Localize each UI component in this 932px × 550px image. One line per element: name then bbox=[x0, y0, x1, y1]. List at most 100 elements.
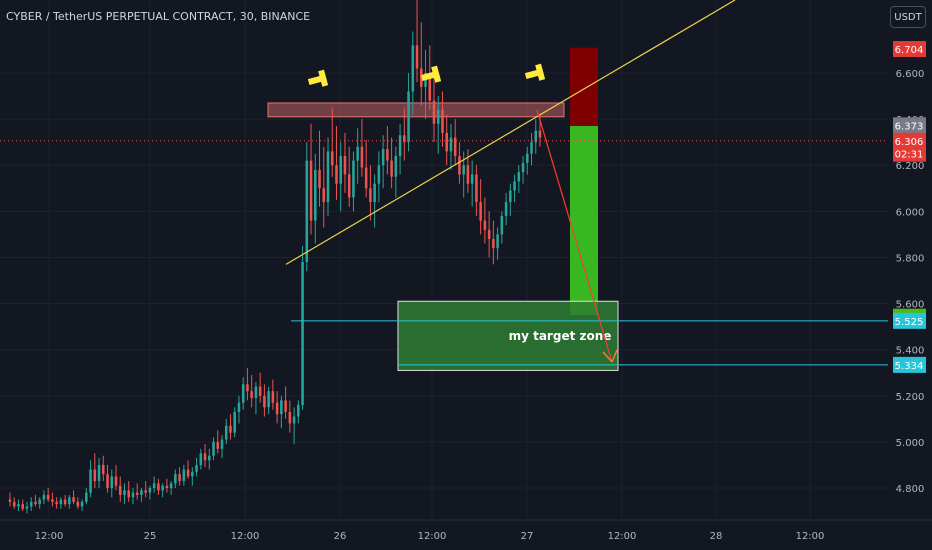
candle-body bbox=[59, 499, 63, 505]
shoulder-marker bbox=[307, 69, 329, 87]
candle-body bbox=[394, 156, 398, 177]
price-tag-label: 6.306 bbox=[895, 137, 924, 148]
candle-body bbox=[165, 485, 169, 488]
candle-body bbox=[356, 146, 359, 161]
candle-body bbox=[475, 174, 478, 203]
candle-body bbox=[237, 402, 241, 412]
candle-body bbox=[182, 469, 186, 482]
candle-body bbox=[407, 91, 410, 143]
candle-body bbox=[436, 109, 440, 124]
candle-body bbox=[301, 262, 304, 405]
candle-body bbox=[93, 469, 97, 482]
candle-body bbox=[369, 188, 372, 203]
currency-button[interactable]: USDT bbox=[890, 6, 926, 28]
candle-body bbox=[534, 130, 538, 143]
candle-body bbox=[513, 181, 516, 191]
candle-body bbox=[131, 492, 135, 498]
chart-grid bbox=[0, 0, 888, 520]
target-zone-label: my target zone bbox=[509, 329, 612, 343]
candle-body bbox=[530, 142, 533, 154]
candle-body bbox=[398, 135, 402, 156]
shoulder-marker bbox=[420, 65, 442, 83]
time-tick-label: 12:00 bbox=[35, 531, 64, 542]
candle-body bbox=[254, 386, 258, 399]
candle-body bbox=[8, 499, 12, 502]
candle-body bbox=[114, 476, 118, 486]
candle-body bbox=[42, 494, 46, 500]
candle-body bbox=[203, 453, 207, 461]
price-tick-label: 6.200 bbox=[896, 161, 925, 172]
candle-body bbox=[470, 174, 474, 184]
candle-body bbox=[97, 464, 101, 482]
candle-body bbox=[330, 151, 334, 166]
candle-body bbox=[25, 506, 29, 509]
candle-body bbox=[420, 68, 423, 87]
candle-body bbox=[191, 471, 194, 477]
price-tick-label: 4.800 bbox=[896, 484, 925, 495]
candle-body bbox=[148, 488, 152, 493]
candle-body bbox=[428, 73, 432, 101]
shoulder-marker bbox=[524, 63, 546, 81]
time-tick-label: 12:00 bbox=[796, 531, 825, 542]
candle-body bbox=[521, 162, 525, 173]
arrow-head bbox=[602, 349, 618, 363]
candle-body bbox=[284, 400, 287, 412]
candle-body bbox=[250, 391, 253, 399]
price-tick-label: 6.000 bbox=[896, 207, 925, 218]
candle-body bbox=[233, 411, 236, 433]
candle-body bbox=[258, 386, 262, 396]
price-tick-label: 5.400 bbox=[896, 346, 925, 357]
candle-body bbox=[381, 149, 385, 166]
candle-body bbox=[373, 183, 376, 203]
candle-body bbox=[504, 202, 508, 216]
candle-body bbox=[339, 156, 342, 184]
candle-body bbox=[377, 165, 381, 184]
candle-body bbox=[432, 100, 436, 124]
candle-body bbox=[492, 239, 495, 249]
price-tick-label: 5.200 bbox=[896, 392, 925, 403]
candle-body bbox=[246, 384, 249, 392]
candle-body bbox=[288, 411, 292, 424]
candle-body bbox=[80, 501, 84, 507]
candle-body bbox=[309, 160, 313, 221]
candle-body bbox=[55, 501, 58, 505]
candle-body bbox=[17, 504, 20, 507]
candle-body bbox=[483, 220, 487, 230]
candle-body bbox=[110, 476, 114, 488]
candle-body bbox=[85, 492, 88, 502]
candle-body bbox=[526, 153, 529, 163]
price-tick-label: 5.800 bbox=[896, 253, 925, 264]
candle-body bbox=[462, 165, 465, 175]
candle-body bbox=[34, 501, 37, 505]
candle-body bbox=[453, 137, 457, 156]
candle-body bbox=[106, 474, 109, 488]
price-tag-label: 6.373 bbox=[895, 121, 924, 132]
candle-body bbox=[186, 469, 190, 477]
resistance-zone bbox=[267, 102, 565, 118]
candle-body bbox=[157, 483, 160, 491]
symbol-title: CYBER / TetherUS PERPETUAL CONTRACT, 30,… bbox=[6, 10, 311, 23]
candle-body bbox=[445, 132, 448, 152]
candle-body bbox=[169, 483, 173, 488]
candle-body bbox=[500, 215, 504, 235]
candle-body bbox=[538, 130, 542, 138]
candle-body bbox=[352, 160, 355, 198]
candle-body bbox=[263, 395, 266, 408]
candle-body bbox=[102, 464, 105, 475]
price-tag-label: 6.704 bbox=[895, 45, 924, 56]
candle-body bbox=[343, 156, 347, 175]
candle-body bbox=[72, 497, 75, 502]
price-tag-label: 5.525 bbox=[895, 317, 924, 328]
candle-body bbox=[449, 137, 453, 152]
time-tick-label: 26 bbox=[334, 531, 347, 542]
price-tick-label: 6.600 bbox=[896, 69, 925, 80]
candle-body bbox=[292, 416, 296, 424]
candle-body bbox=[68, 497, 71, 505]
candle-body bbox=[305, 160, 309, 263]
candle-body bbox=[51, 499, 54, 502]
time-tick-label: 27 bbox=[521, 531, 534, 542]
candle-body bbox=[174, 474, 177, 484]
candle-body bbox=[318, 169, 321, 189]
candle-body bbox=[441, 109, 444, 133]
